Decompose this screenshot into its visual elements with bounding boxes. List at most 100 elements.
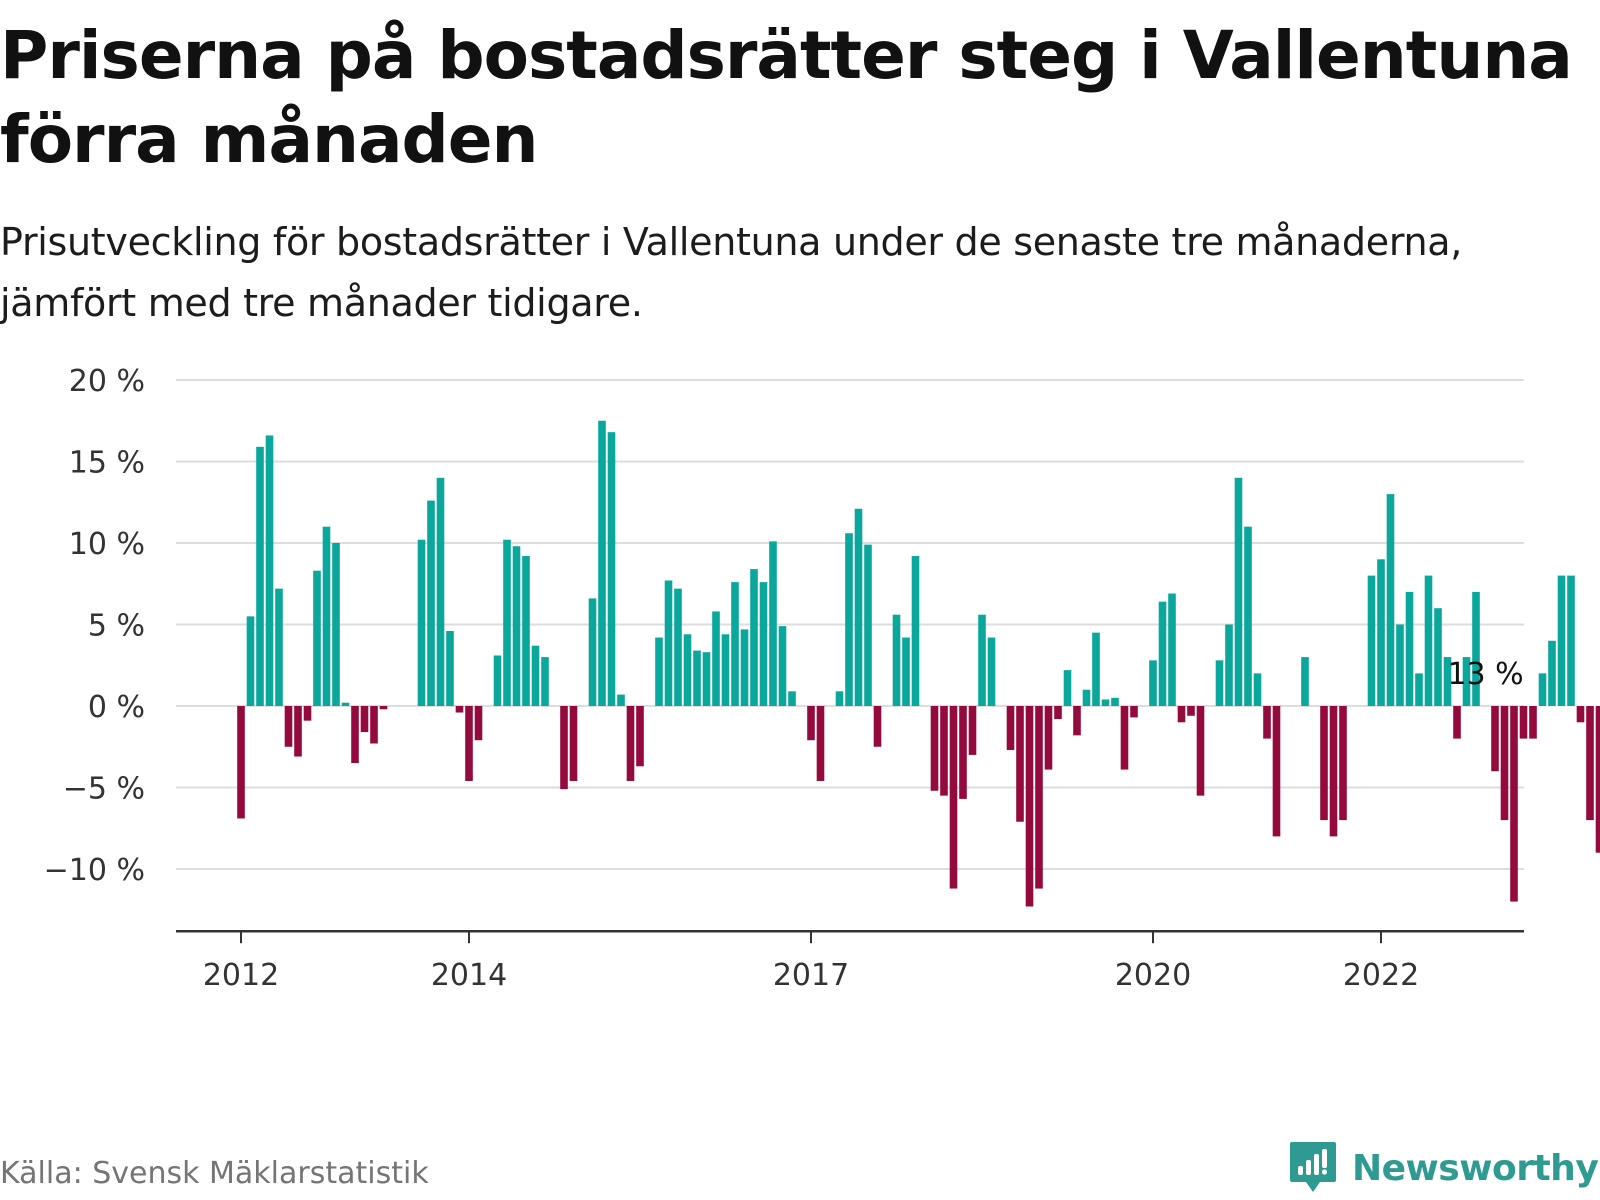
bar [740, 629, 749, 706]
bar [873, 706, 882, 747]
bar [978, 614, 986, 706]
bar [522, 556, 530, 706]
y-tick-label: −10 % [44, 853, 145, 888]
bar [332, 543, 340, 706]
x-tick-label: 2022 [1343, 958, 1419, 993]
bar [1263, 706, 1271, 739]
bar [987, 637, 996, 706]
bar [265, 435, 274, 706]
bar [721, 634, 730, 706]
bar [636, 706, 644, 767]
bar [1301, 657, 1309, 706]
bar-chart: 20 % 15 % 10 % 5 % 0 % −5 % −10 % 2012 2014 2017 2… [44, 364, 1600, 993]
bar [1443, 657, 1452, 706]
bar [1177, 706, 1186, 723]
bar [1586, 706, 1594, 821]
bar [1120, 706, 1129, 770]
bar [816, 706, 825, 781]
bar [351, 706, 359, 764]
y-tick-label: 15 % [69, 446, 145, 481]
bar [1215, 660, 1224, 706]
y-tick-label: −5 % [63, 772, 145, 807]
bar [1377, 559, 1385, 706]
bar [588, 598, 597, 706]
bar [1576, 706, 1585, 723]
bar [1595, 706, 1600, 853]
bar [1225, 624, 1233, 706]
bar [1415, 673, 1423, 706]
bar [1158, 601, 1167, 706]
bar [750, 569, 758, 706]
bar [1101, 699, 1110, 706]
bar [541, 657, 549, 706]
bar [1557, 575, 1566, 706]
bar [617, 694, 625, 706]
bar [930, 706, 939, 791]
bar [1111, 697, 1119, 706]
bar [949, 706, 958, 889]
bar [626, 706, 635, 781]
bar [1063, 670, 1072, 706]
bar [864, 544, 872, 706]
y-tick-label: 10 % [69, 527, 145, 562]
bar [1025, 706, 1034, 907]
bar [1567, 575, 1575, 706]
bar [1405, 591, 1414, 706]
bar [674, 588, 682, 706]
bar [1519, 706, 1528, 739]
newsworthy-logo-icon [1290, 1142, 1336, 1192]
bar [1272, 706, 1281, 837]
bar [940, 706, 948, 796]
bar [1149, 660, 1157, 706]
y-tick-label: 5 % [88, 609, 145, 644]
bar [854, 508, 863, 706]
bar [835, 691, 844, 706]
brand-logo[interactable]: Newsworthy [1288, 1140, 1599, 1196]
bar [427, 500, 435, 706]
bar [1529, 706, 1537, 739]
bar [769, 541, 777, 706]
bar [455, 706, 464, 713]
bar [256, 446, 264, 706]
bar [1234, 477, 1243, 706]
bar [284, 706, 293, 747]
last-value-annotation: 13 % [1447, 657, 1523, 692]
y-tick-label: 20 % [69, 364, 145, 399]
bar [1082, 689, 1091, 706]
bar [436, 477, 445, 706]
bar [370, 706, 378, 744]
bar [512, 546, 521, 706]
bar [788, 691, 796, 706]
bar [655, 637, 663, 706]
bar [1035, 706, 1043, 889]
bar [1462, 657, 1471, 706]
bar [911, 556, 920, 706]
bar [1196, 706, 1205, 796]
bar [1187, 706, 1195, 716]
bar [968, 706, 977, 755]
bar [1424, 575, 1433, 706]
y-tick-label: 0 % [88, 690, 145, 725]
brand-name: Newsworthy [1352, 1147, 1599, 1189]
bar [807, 706, 815, 741]
bar [598, 420, 606, 706]
bar [1092, 632, 1100, 706]
bar [1472, 591, 1480, 706]
bar [1016, 706, 1024, 822]
bar [360, 706, 369, 733]
axis-labels: 20 % 15 % 10 % 5 % 0 % −5 % −10 % 2012 2014 2017 2… [44, 364, 1524, 993]
bar [664, 580, 673, 706]
bar [1367, 575, 1376, 706]
bar [303, 706, 312, 721]
bar [892, 614, 901, 706]
bar [313, 570, 321, 706]
bar [531, 645, 540, 706]
bar [778, 626, 787, 706]
bar [341, 702, 350, 706]
chart-title: Priserna på bostadsrätter steg i Vallent… [0, 17, 1573, 178]
bar [294, 706, 302, 757]
bar [1006, 706, 1015, 751]
bar [246, 616, 255, 706]
bar [1339, 706, 1347, 821]
bar [493, 655, 502, 706]
